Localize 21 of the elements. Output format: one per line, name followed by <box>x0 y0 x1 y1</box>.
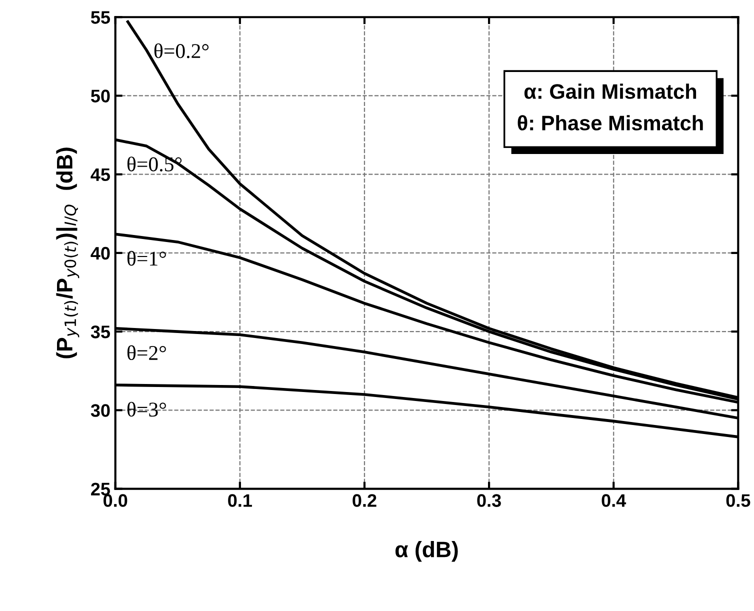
y-tick-label: 35 <box>90 326 110 338</box>
y-tick-label: 45 <box>90 168 110 182</box>
x-tick-label: 0.3 <box>477 494 501 507</box>
annotation: θ: Phase Mismatch <box>518 115 703 130</box>
x-tick-label: 0.0 <box>104 494 128 507</box>
y-tick-label: 55 <box>90 11 110 24</box>
x-tick-label: 0.1 <box>228 494 252 507</box>
x-tick-label: 0.2 <box>352 494 376 507</box>
x-axis-title: α (dB) <box>396 541 458 562</box>
x-tick-label: 0.4 <box>602 494 626 507</box>
y-tick-label: 40 <box>90 246 110 260</box>
series-label: θ=1° <box>127 250 166 266</box>
y-tick-label: 50 <box>90 90 110 102</box>
series-label: θ=2° <box>127 345 166 360</box>
annotation: α: Gain Mismatch <box>524 84 696 99</box>
series-label: θ=3° <box>127 402 166 417</box>
x-tick-label: 0.5 <box>726 494 750 507</box>
y-axis-title: (P$_{y1(t)}$/P$_{y0(t)}$)|$_{I/Q}$ (dB) <box>56 148 80 358</box>
y-tick-label: 25 <box>91 482 110 496</box>
y-tick-label: 30 <box>90 404 110 417</box>
series-label: θ=0.2° <box>154 43 209 58</box>
